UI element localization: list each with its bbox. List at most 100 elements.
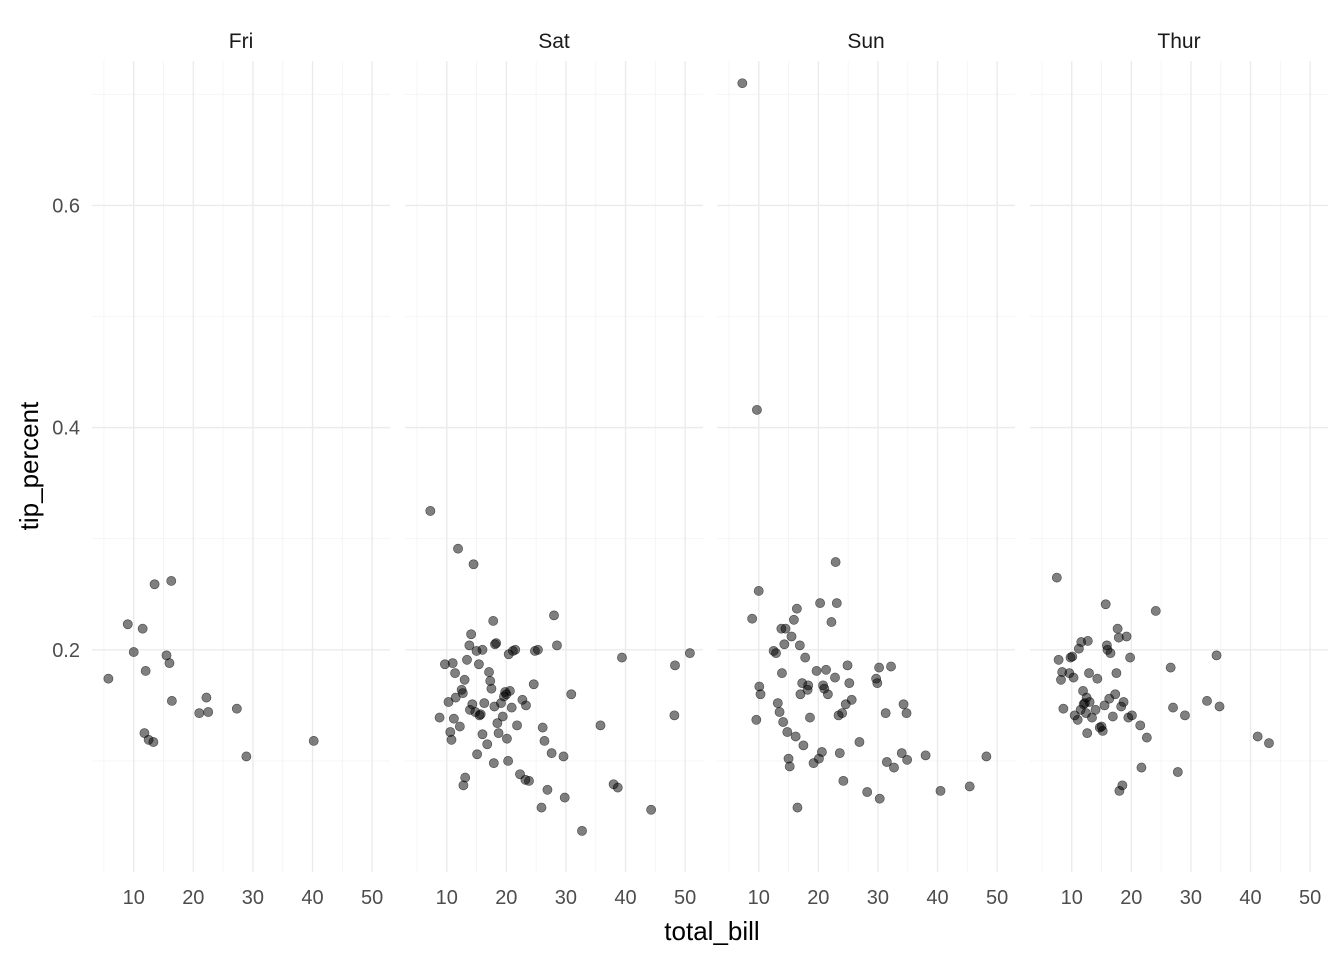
data-point [434, 712, 445, 723]
data-point [488, 758, 499, 769]
panel-fri: Fri 10 20 30 40 50 [92, 30, 390, 909]
x-tick-label: 30 [555, 887, 577, 909]
data-point [782, 727, 793, 737]
data-point [669, 710, 680, 721]
data-point [1125, 652, 1136, 663]
x-tick-label: 40 [614, 887, 636, 909]
data-point [1127, 710, 1137, 721]
grid-lines [405, 61, 703, 872]
data-point [552, 640, 562, 651]
data-point [805, 712, 815, 723]
data-point [784, 761, 795, 772]
data-point [566, 689, 577, 700]
data-point [559, 792, 570, 803]
data-point [898, 699, 909, 710]
data-point [1135, 720, 1146, 731]
data-point [512, 720, 522, 731]
data-point [546, 748, 557, 759]
data-point [492, 718, 503, 729]
data-point [1092, 673, 1103, 684]
data-point [502, 733, 512, 744]
data-point [148, 737, 159, 747]
data-point [137, 623, 148, 634]
data-point [786, 631, 797, 642]
data-point [778, 717, 789, 727]
data-point [1141, 732, 1152, 743]
data-point [935, 786, 946, 796]
x-tick-label: 50 [361, 887, 383, 909]
x-tick-label: 50 [1299, 887, 1321, 909]
points [737, 78, 992, 813]
data-point [670, 660, 680, 671]
data-point [447, 658, 458, 669]
data-point [837, 708, 848, 719]
data-point [506, 702, 517, 713]
x-tick-label: 10 [123, 887, 145, 909]
x-tick-label: 50 [674, 887, 696, 909]
data-point [886, 661, 896, 672]
data-point [792, 802, 803, 813]
y-tick-label: 0.4 [52, 418, 80, 440]
data-point [1252, 731, 1263, 742]
data-point [128, 647, 139, 657]
x-tick-label: 20 [1120, 887, 1142, 909]
data-point [479, 698, 490, 709]
data-point [617, 652, 627, 663]
points [1051, 572, 1274, 796]
data-point [795, 689, 806, 700]
data-point [1084, 668, 1094, 679]
data-point [493, 728, 504, 739]
data-point [842, 660, 853, 671]
y-axis-title: tip_percent [14, 401, 44, 530]
facet-label: Sat [538, 30, 570, 53]
data-point [231, 703, 242, 714]
data-point [459, 674, 470, 685]
data-point [1211, 650, 1222, 661]
data-point [1112, 623, 1123, 634]
data-point [474, 659, 484, 670]
data-point [164, 658, 175, 669]
data-point [846, 694, 857, 705]
data-point [844, 678, 855, 689]
data-point [1090, 704, 1101, 715]
data-point [752, 404, 762, 415]
data-point [472, 749, 483, 760]
data-point [497, 711, 508, 722]
x-tick-label: 30 [867, 887, 889, 909]
data-point [981, 751, 992, 762]
x-tick-label: 30 [1180, 887, 1202, 909]
data-point [482, 739, 493, 750]
data-point [475, 709, 486, 720]
data-point [815, 598, 826, 609]
data-point [450, 668, 460, 679]
data-point [777, 668, 787, 679]
data-point [166, 576, 177, 586]
data-point [1111, 668, 1122, 679]
data-point [791, 603, 802, 614]
x-tick-label: 40 [301, 887, 323, 909]
data-point [450, 692, 461, 703]
data-point [443, 697, 454, 707]
data-point [1058, 703, 1069, 714]
data-point [771, 648, 781, 659]
data-point [774, 707, 785, 717]
data-point [464, 640, 475, 651]
data-point [1068, 672, 1079, 683]
data-point [1072, 714, 1083, 725]
data-point [889, 762, 899, 773]
data-point [964, 781, 975, 792]
data-point [901, 708, 912, 719]
data-point [772, 698, 783, 709]
data-point [862, 787, 873, 797]
data-point [1097, 726, 1108, 736]
data-point [798, 740, 809, 751]
data-point [822, 689, 833, 700]
data-point [1067, 651, 1078, 662]
data-point [477, 644, 488, 655]
data-point [779, 639, 790, 650]
data-point [454, 721, 465, 732]
data-point [1110, 689, 1121, 700]
data-point [881, 757, 892, 767]
panel-sun: Sun 10 20 30 40 50 [717, 30, 1015, 909]
data-point [595, 720, 606, 731]
